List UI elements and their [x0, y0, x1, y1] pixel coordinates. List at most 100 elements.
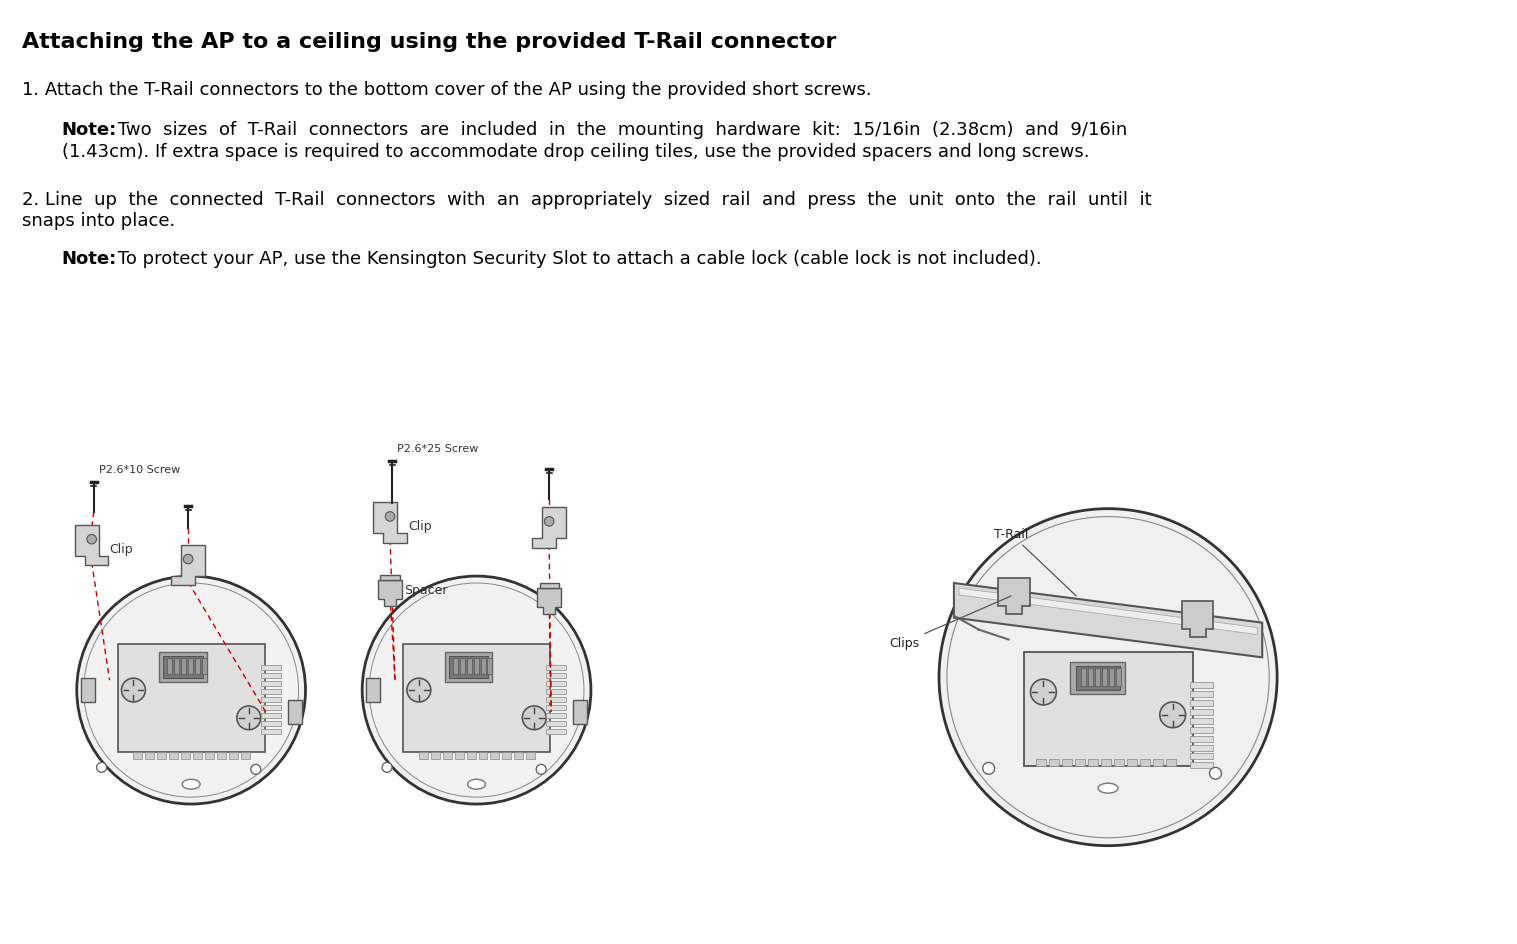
Bar — [229, 751, 238, 760]
Bar — [1127, 760, 1136, 767]
Circle shape — [385, 512, 394, 522]
Bar — [1165, 760, 1176, 767]
Bar — [1189, 763, 1214, 768]
Bar — [1139, 760, 1150, 767]
Bar — [546, 713, 566, 718]
Bar — [174, 659, 179, 674]
Polygon shape — [1182, 601, 1214, 637]
Polygon shape — [540, 583, 558, 588]
Bar — [261, 721, 281, 726]
Bar — [205, 751, 214, 760]
Circle shape — [1161, 702, 1186, 728]
Bar — [1189, 683, 1214, 688]
Bar — [1082, 668, 1086, 686]
Bar — [1050, 760, 1059, 767]
Bar — [526, 751, 536, 760]
Bar — [443, 751, 452, 760]
Bar — [1071, 663, 1126, 694]
Bar — [546, 673, 566, 679]
Circle shape — [1209, 767, 1221, 780]
Bar — [288, 700, 302, 724]
Bar — [261, 689, 281, 694]
Circle shape — [522, 706, 546, 730]
Bar — [452, 659, 458, 674]
Text: P2.6*25 Screw: P2.6*25 Screw — [397, 444, 478, 454]
Bar — [133, 751, 143, 760]
Polygon shape — [998, 579, 1030, 615]
Text: Two  sizes  of  T-Rail  connectors  are  included  in  the  mounting  hardware  : Two sizes of T-Rail connectors are inclu… — [112, 121, 1127, 139]
Text: Attaching the AP to a ceiling using the provided T-Rail connector: Attaching the AP to a ceiling using the … — [23, 32, 836, 52]
Text: Clip: Clip — [109, 542, 133, 555]
Bar — [1062, 760, 1073, 767]
Ellipse shape — [467, 780, 485, 789]
Bar — [546, 705, 566, 710]
Bar — [167, 659, 173, 674]
Bar — [1088, 668, 1094, 686]
Text: 1. Attach the T-Rail connectors to the bottom cover of the AP using the provided: 1. Attach the T-Rail connectors to the b… — [23, 81, 872, 99]
Ellipse shape — [1098, 784, 1118, 793]
Text: To protect your AP, use the Kensington Security Slot to attach a cable lock (cab: To protect your AP, use the Kensington S… — [112, 250, 1041, 268]
Bar — [431, 751, 440, 760]
Bar — [514, 751, 523, 760]
Bar — [573, 700, 587, 724]
Text: snaps into place.: snaps into place. — [23, 212, 176, 230]
Text: Note:: Note: — [62, 250, 117, 268]
Circle shape — [184, 555, 193, 565]
Circle shape — [363, 577, 592, 804]
Bar — [188, 659, 193, 674]
Bar — [261, 729, 281, 733]
Circle shape — [983, 763, 995, 774]
Text: (1.43cm). If extra space is required to accommodate drop ceiling tiles, use the : (1.43cm). If extra space is required to … — [62, 143, 1089, 160]
Bar — [1101, 760, 1110, 767]
Bar — [1095, 668, 1100, 686]
Circle shape — [407, 679, 431, 702]
Bar — [1189, 700, 1214, 706]
Bar — [1109, 668, 1113, 686]
Bar — [419, 751, 428, 760]
Circle shape — [250, 765, 261, 774]
Ellipse shape — [182, 780, 200, 789]
Bar — [546, 698, 566, 702]
Bar — [404, 645, 551, 751]
Bar — [1088, 760, 1098, 767]
Polygon shape — [74, 526, 108, 565]
Text: P2.6*10 Screw: P2.6*10 Screw — [99, 464, 181, 475]
Bar — [261, 705, 281, 710]
Bar — [546, 666, 566, 670]
Circle shape — [939, 509, 1277, 846]
Circle shape — [237, 706, 261, 730]
Polygon shape — [959, 588, 1258, 635]
Text: T-Rail: T-Rail — [994, 528, 1076, 597]
Bar — [117, 645, 265, 751]
Bar — [80, 679, 94, 702]
Bar — [467, 659, 472, 674]
Circle shape — [121, 679, 146, 702]
Bar — [487, 659, 493, 674]
Bar — [1076, 760, 1085, 767]
Bar — [181, 659, 187, 674]
Bar — [170, 751, 177, 760]
Polygon shape — [537, 588, 561, 615]
Polygon shape — [532, 508, 566, 548]
Bar — [502, 751, 511, 760]
Bar — [546, 682, 566, 686]
Bar — [241, 751, 250, 760]
Circle shape — [86, 535, 97, 545]
Bar — [478, 751, 487, 760]
Bar — [196, 659, 200, 674]
Bar — [444, 652, 493, 683]
Bar — [455, 751, 464, 760]
Text: Clip: Clip — [408, 519, 431, 532]
Bar — [490, 751, 499, 760]
Bar — [1024, 652, 1192, 767]
Bar — [1103, 668, 1107, 686]
Bar — [467, 751, 475, 760]
Bar — [1189, 753, 1214, 760]
Bar — [1036, 760, 1047, 767]
Circle shape — [77, 577, 305, 804]
Text: Clips: Clips — [889, 597, 1010, 649]
Bar — [481, 659, 485, 674]
Bar — [1189, 691, 1214, 698]
Bar — [181, 751, 190, 760]
Bar — [1189, 727, 1214, 733]
